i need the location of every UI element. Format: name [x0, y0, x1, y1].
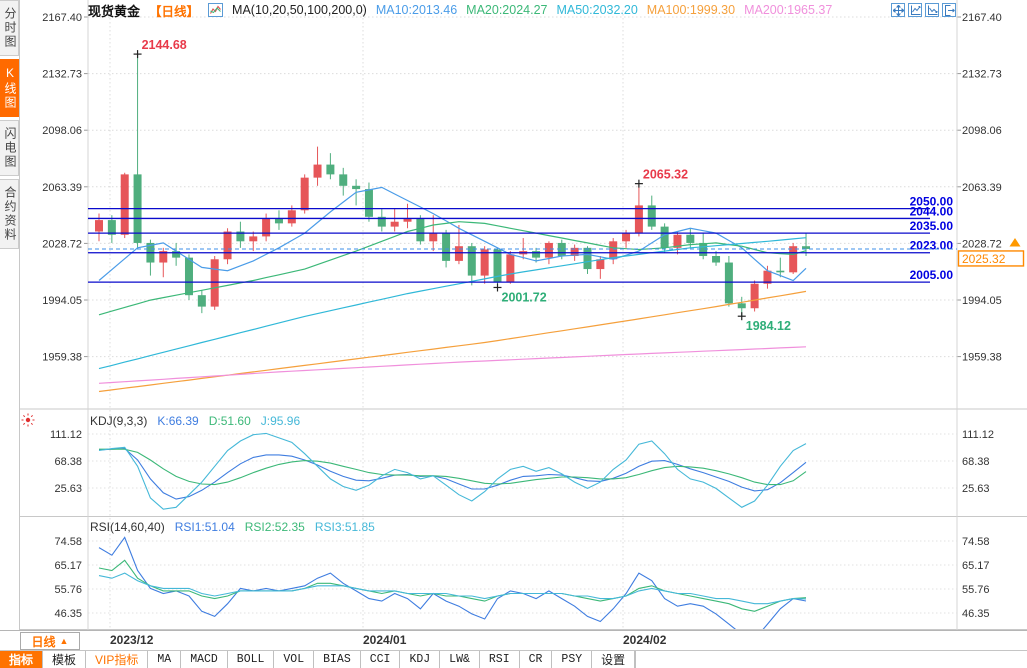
toolbar-vip-indicators-button[interactable]: VIP指标 — [86, 651, 149, 668]
svg-text:111.12: 111.12 — [50, 429, 82, 441]
toolbar-vol-button[interactable]: VOL — [274, 651, 315, 668]
svg-text:2005.00: 2005.00 — [910, 268, 954, 282]
sidebar-tab-contract-info[interactable]: 合约资料 — [0, 179, 19, 249]
svg-text:2065.32: 2065.32 — [643, 168, 688, 182]
indicator-chart-icon[interactable] — [208, 3, 224, 17]
svg-text:1984.12: 1984.12 — [746, 319, 791, 333]
exit-chart-icon[interactable] — [942, 3, 956, 17]
period-arrow-icon: ▲ — [59, 636, 69, 646]
expand-chart-icon[interactable] — [925, 3, 939, 17]
svg-text:2044.00: 2044.00 — [910, 204, 954, 218]
svg-text:68.38: 68.38 — [962, 456, 990, 468]
svg-text:2098.06: 2098.06 — [42, 125, 82, 137]
svg-text:55.76: 55.76 — [54, 584, 82, 596]
sidebar-tab-lightning[interactable]: 闪电图 — [0, 120, 19, 176]
svg-text:2028.72: 2028.72 — [962, 238, 1002, 250]
toolbar-ma-button[interactable]: MA — [148, 651, 182, 668]
indicator-toolbar: 指标 模板 VIP指标 MA MACD BOLL VOL BIAS CCI KD… — [0, 650, 1027, 668]
ma50-value: MA50:2032.20 — [556, 3, 638, 17]
svg-text:74.58: 74.58 — [962, 536, 990, 548]
toolbar-rsi-button[interactable]: RSI — [479, 651, 520, 668]
period-tag: 【日线】 — [149, 4, 200, 19]
ma200-value: MA200:1965.37 — [744, 3, 833, 17]
toolbar-psy-button[interactable]: PSY — [552, 651, 593, 668]
compress-chart-icon[interactable] — [908, 3, 922, 17]
svg-text:46.35: 46.35 — [962, 608, 990, 620]
svg-text:2001.72: 2001.72 — [502, 290, 547, 304]
svg-text:1959.38: 1959.38 — [962, 352, 1002, 364]
svg-text:65.17: 65.17 — [962, 560, 990, 572]
toolbar-macd-button[interactable]: MACD — [181, 651, 228, 668]
move-chart-icon[interactable] — [891, 3, 905, 17]
time-axis-row: 日线 ▲ 2023/12 2024/01 2024/02 — [0, 630, 1027, 650]
svg-text:2167.40: 2167.40 — [42, 12, 82, 24]
svg-text:2098.06: 2098.06 — [962, 125, 1002, 137]
svg-text:46.35: 46.35 — [54, 608, 82, 620]
chart-tool-icons — [891, 3, 956, 17]
toolbar-template-button[interactable]: 模板 — [43, 651, 87, 668]
toolbar-kdj-button[interactable]: KDJ — [400, 651, 441, 668]
ma-params: MA(10,20,50,100,200,0) — [232, 3, 367, 17]
svg-text:2132.73: 2132.73 — [962, 69, 1002, 81]
period-selector[interactable]: 日线 ▲ — [20, 632, 80, 650]
chart-canvas[interactable]: 2167.40 2167.40 2132.73 2132.73 2098.06 2098.… — [0, 0, 1027, 630]
svg-text:25.63: 25.63 — [54, 483, 82, 495]
ma20-value: MA20:2024.27 — [466, 3, 548, 17]
svg-text:2035.00: 2035.00 — [910, 219, 954, 233]
month-label-jan: 2024/01 — [363, 633, 407, 647]
svg-text:1959.38: 1959.38 — [42, 352, 82, 364]
svg-text:55.76: 55.76 — [962, 584, 990, 596]
svg-text:2050.00: 2050.00 — [910, 195, 954, 209]
svg-text:2144.68: 2144.68 — [142, 38, 187, 52]
chart-header: 现货黄金 【日线】 MA(10,20,50,100,200,0) MA10:20… — [88, 2, 833, 19]
svg-text:111.12: 111.12 — [962, 429, 994, 441]
symbol-name: 现货黄金 — [88, 3, 141, 19]
svg-text:2023.00: 2023.00 — [910, 239, 954, 253]
svg-text:2132.73: 2132.73 — [42, 69, 82, 81]
svg-text:2063.39: 2063.39 — [42, 182, 82, 194]
ma100-value: MA100:1999.30 — [646, 3, 736, 17]
toolbar-cci-button[interactable]: CCI — [360, 651, 401, 668]
toolbar-settings-button[interactable]: 设置 — [592, 651, 636, 668]
sidebar-tab-kline[interactable]: K线图 — [0, 59, 19, 117]
chart-type-sidebar: 分时图 K线图 闪电图 合约资料 — [0, 0, 20, 630]
toolbar-indicators-button[interactable]: 指标 — [0, 651, 44, 668]
toolbar-lwr-button[interactable]: LW& — [440, 651, 480, 668]
pane-hot-marker-icon[interactable] — [21, 413, 35, 432]
svg-text:68.38: 68.38 — [54, 456, 82, 468]
svg-text:2025.32: 2025.32 — [962, 252, 1006, 266]
svg-text:2167.40: 2167.40 — [962, 12, 1002, 24]
svg-text:25.63: 25.63 — [962, 483, 990, 495]
toolbar-bias-button[interactable]: BIAS — [314, 651, 361, 668]
toolbar-boll-button[interactable]: BOLL — [227, 651, 275, 668]
toolbar-cr-button[interactable]: CR — [519, 651, 553, 668]
toolbar-filler — [635, 651, 1027, 668]
svg-text:1994.05: 1994.05 — [42, 295, 82, 307]
svg-text:KDJ(9,3,3)K:66.39D:51.60J:95.9: KDJ(9,3,3) K:66.39 D:51.60 J:95.96 — [90, 414, 300, 428]
month-label-feb: 2024/02 — [623, 633, 667, 647]
svg-text:74.58: 74.58 — [54, 536, 82, 548]
sidebar-tab-timeshare[interactable]: 分时图 — [0, 0, 19, 56]
svg-text:65.17: 65.17 — [54, 560, 82, 572]
ma10-value: MA10:2013.46 — [375, 3, 458, 17]
svg-text:2063.39: 2063.39 — [962, 182, 1002, 194]
svg-text:2028.72: 2028.72 — [42, 238, 82, 250]
month-label-dec: 2023/12 — [110, 633, 154, 647]
svg-text:1994.05: 1994.05 — [962, 295, 1002, 307]
